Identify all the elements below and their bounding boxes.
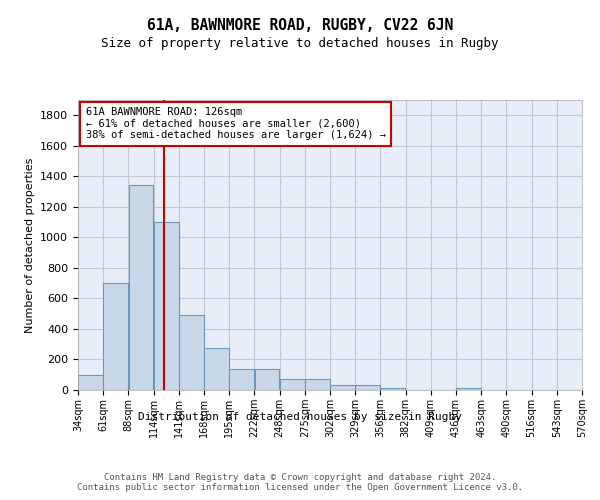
Bar: [456, 388, 481, 390]
Y-axis label: Number of detached properties: Number of detached properties: [25, 158, 35, 332]
Bar: [254, 368, 280, 390]
Bar: [355, 384, 380, 390]
Text: Size of property relative to detached houses in Rugby: Size of property relative to detached ho…: [101, 38, 499, 51]
Bar: [330, 386, 355, 390]
Text: Distribution of detached houses by size in Rugby: Distribution of detached houses by size …: [138, 412, 462, 422]
Bar: [305, 378, 330, 390]
Text: 61A, BAWNMORE ROAD, RUGBY, CV22 6JN: 61A, BAWNMORE ROAD, RUGBY, CV22 6JN: [147, 18, 453, 32]
Bar: [179, 315, 204, 390]
Bar: [204, 348, 229, 390]
Bar: [380, 388, 406, 390]
Bar: [128, 186, 154, 390]
Bar: [229, 368, 254, 390]
Bar: [280, 378, 305, 390]
Bar: [154, 222, 179, 390]
Text: 61A BAWNMORE ROAD: 126sqm
← 61% of detached houses are smaller (2,600)
38% of se: 61A BAWNMORE ROAD: 126sqm ← 61% of detac…: [86, 108, 386, 140]
Text: Contains HM Land Registry data © Crown copyright and database right 2024.
Contai: Contains HM Land Registry data © Crown c…: [77, 472, 523, 492]
Bar: [103, 283, 128, 390]
Bar: [78, 374, 103, 390]
